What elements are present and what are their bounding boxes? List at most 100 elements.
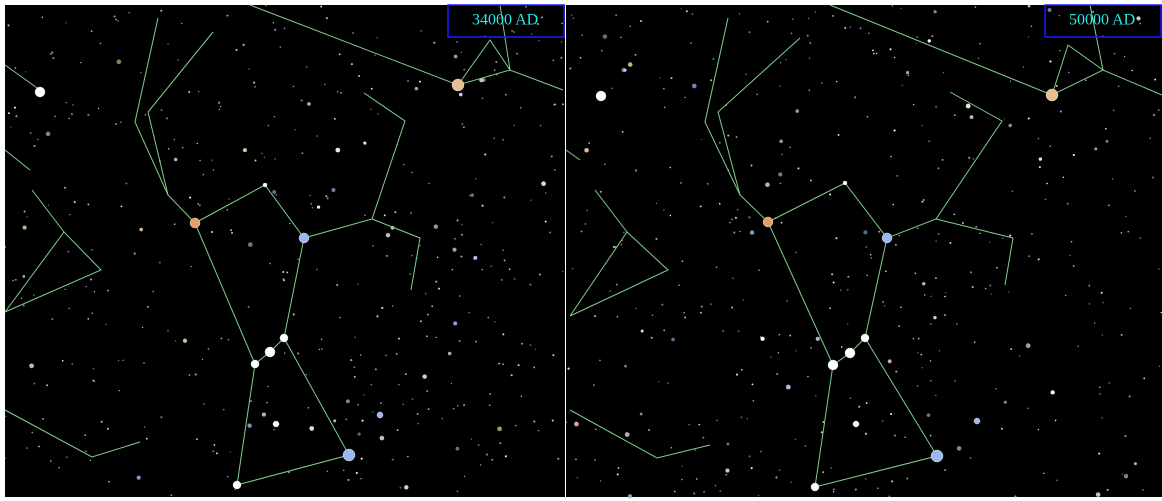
background-star <box>1037 428 1039 431</box>
background-star <box>779 182 782 185</box>
background-star <box>331 187 336 193</box>
background-star <box>1133 462 1137 466</box>
background-star <box>977 57 980 60</box>
background-star <box>5 415 7 417</box>
background-star <box>50 460 52 462</box>
background-star <box>545 192 547 194</box>
background-star <box>360 478 362 480</box>
background-star <box>196 142 198 145</box>
background-star <box>91 248 93 251</box>
background-star <box>673 490 676 493</box>
background-star <box>263 156 266 158</box>
background-star <box>552 59 555 62</box>
background-star <box>688 424 690 426</box>
background-star <box>586 209 588 212</box>
background-star <box>815 394 817 397</box>
background-star <box>693 492 696 495</box>
background-star <box>1129 307 1132 309</box>
background-star <box>670 77 673 80</box>
background-star <box>616 315 619 318</box>
background-star <box>10 126 12 128</box>
background-star <box>357 283 359 285</box>
background-star <box>907 74 910 77</box>
background-star <box>289 222 291 225</box>
background-star <box>604 163 606 166</box>
bright-star <box>1045 88 1059 102</box>
background-star <box>1120 333 1123 336</box>
background-star <box>352 32 354 34</box>
background-star <box>316 135 318 137</box>
background-star <box>820 431 823 434</box>
background-star <box>691 83 697 89</box>
background-star <box>742 299 745 301</box>
background-star <box>419 320 422 323</box>
background-star <box>868 32 870 34</box>
background-star <box>648 429 651 432</box>
background-star <box>177 59 179 61</box>
background-star <box>419 245 421 247</box>
constellation-line <box>371 218 421 291</box>
background-star <box>274 158 276 160</box>
background-star <box>891 5 893 7</box>
background-star <box>84 434 87 436</box>
background-star <box>684 96 686 99</box>
background-star <box>937 233 940 235</box>
background-star <box>173 223 176 225</box>
background-star <box>1117 85 1120 88</box>
background-star <box>41 16 44 19</box>
background-star <box>358 75 361 77</box>
background-star <box>756 93 758 96</box>
background-star <box>972 158 975 160</box>
background-star <box>72 104 74 106</box>
background-star <box>275 193 278 196</box>
background-star <box>474 178 477 180</box>
background-star <box>1093 322 1096 324</box>
background-star <box>1139 237 1142 239</box>
background-star <box>379 435 385 441</box>
background-star <box>1098 452 1101 455</box>
background-star <box>479 464 482 466</box>
background-star <box>310 203 312 205</box>
background-star <box>272 22 275 24</box>
background-star <box>333 419 337 423</box>
background-star <box>426 313 429 316</box>
background-star <box>519 106 522 109</box>
background-star <box>498 17 501 20</box>
background-star <box>620 244 623 246</box>
background-star <box>620 36 622 39</box>
background-star <box>881 420 884 422</box>
background-star <box>493 137 496 139</box>
background-star <box>839 289 842 292</box>
background-star <box>335 147 341 153</box>
background-star <box>544 220 547 223</box>
background-star <box>248 68 250 70</box>
background-star <box>267 385 269 388</box>
background-star <box>821 82 823 84</box>
background-star <box>685 10 688 13</box>
background-star <box>579 56 582 59</box>
background-star <box>683 311 685 314</box>
background-star <box>1154 78 1157 81</box>
background-star <box>361 419 364 422</box>
background-star <box>703 490 705 493</box>
background-star <box>117 20 119 22</box>
background-star <box>996 266 998 269</box>
background-star <box>729 221 731 224</box>
background-star <box>13 106 16 109</box>
background-star <box>242 43 245 46</box>
background-star <box>220 337 223 340</box>
background-star <box>122 359 124 362</box>
background-star <box>561 270 564 273</box>
background-star <box>420 30 422 32</box>
background-star <box>892 203 895 206</box>
background-star <box>849 26 852 28</box>
background-star <box>829 193 832 196</box>
background-star <box>847 289 849 291</box>
bright-star <box>930 449 944 463</box>
background-star <box>513 124 515 126</box>
background-star <box>725 468 730 473</box>
background-star <box>663 209 665 211</box>
background-star <box>461 123 464 126</box>
background-star <box>470 193 474 197</box>
background-star <box>906 477 909 480</box>
